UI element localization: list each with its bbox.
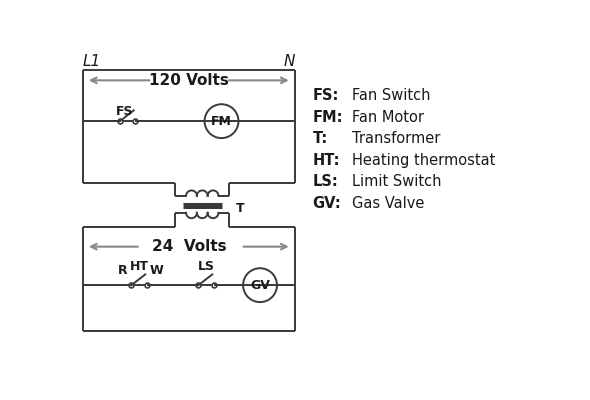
- Text: HT: HT: [130, 260, 149, 273]
- Text: GV: GV: [250, 279, 270, 292]
- Text: Heating thermostat: Heating thermostat: [352, 153, 496, 168]
- Text: 24  Volts: 24 Volts: [152, 239, 227, 254]
- Text: R: R: [117, 264, 127, 278]
- Text: FS: FS: [116, 105, 133, 118]
- Text: LS: LS: [198, 260, 215, 273]
- Text: Fan Motor: Fan Motor: [352, 110, 424, 125]
- Text: Fan Switch: Fan Switch: [352, 88, 431, 103]
- Text: T: T: [236, 202, 245, 215]
- Text: N: N: [283, 54, 294, 69]
- Text: FM: FM: [211, 115, 232, 128]
- Text: T:: T:: [312, 131, 327, 146]
- Text: HT:: HT:: [312, 153, 340, 168]
- Text: L1: L1: [83, 54, 101, 69]
- Text: LS:: LS:: [312, 174, 338, 190]
- Text: 120 Volts: 120 Volts: [149, 73, 229, 88]
- Text: FS:: FS:: [312, 88, 339, 103]
- Text: Limit Switch: Limit Switch: [352, 174, 442, 190]
- Text: GV:: GV:: [312, 196, 341, 211]
- Text: Transformer: Transformer: [352, 131, 441, 146]
- Text: FM:: FM:: [312, 110, 343, 125]
- Text: Gas Valve: Gas Valve: [352, 196, 425, 211]
- Text: W: W: [149, 264, 163, 278]
